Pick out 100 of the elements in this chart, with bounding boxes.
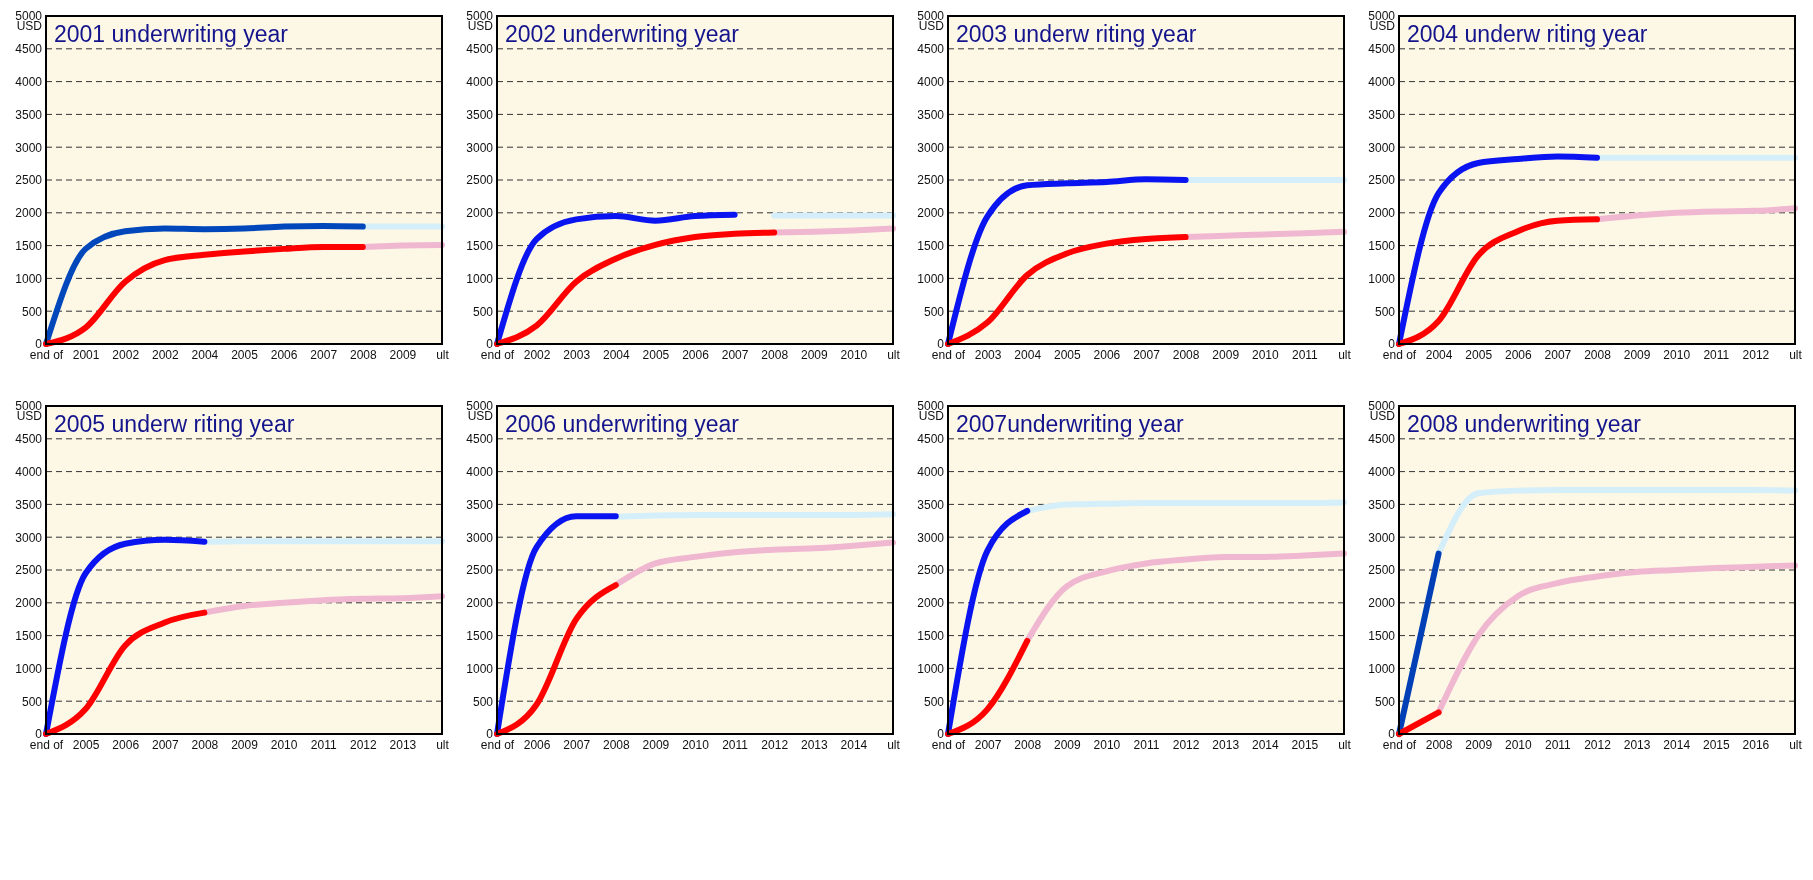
- y-tick-label: 2500: [1368, 563, 1396, 578]
- y-tick-label: 2000: [1368, 206, 1396, 221]
- x-tick-label: 2002: [151, 347, 179, 362]
- x-tick-label: 2014: [840, 737, 868, 752]
- x-tick-label: ult: [887, 347, 901, 362]
- y-axis-title: USD: [467, 19, 494, 33]
- y-tick-label: 1000: [917, 271, 945, 286]
- x-tick-label: 2008: [1584, 347, 1612, 362]
- x-tick-label: 2012: [1584, 737, 1612, 752]
- x-tick-label: 2008: [761, 347, 789, 362]
- y-tick-label: 500: [21, 694, 43, 709]
- y-tick-label: 2000: [917, 206, 945, 221]
- y-tick-label: 1000: [917, 661, 945, 676]
- y-tick-label: 4500: [917, 42, 945, 57]
- y-axis-title: USD: [918, 19, 945, 33]
- y-tick-label: 4000: [466, 74, 494, 89]
- y-tick-label: 4500: [466, 432, 494, 447]
- x-tick-label: 2009: [800, 347, 828, 362]
- x-tick-label: 2007: [1544, 347, 1572, 362]
- y-tick-label: 4500: [15, 42, 43, 57]
- x-tick-label: 2004: [191, 347, 219, 362]
- x-tick-label: 2007: [1133, 347, 1161, 362]
- chart-title: 2005 underw riting year: [54, 411, 295, 437]
- x-tick-label: 2011: [722, 737, 749, 752]
- x-tick-label: 2007: [721, 347, 749, 362]
- y-tick-label: 500: [923, 694, 945, 709]
- chart-title: 2008 underwriting year: [1407, 411, 1642, 437]
- x-tick-label: 2006: [523, 737, 551, 752]
- y-tick-label: 500: [21, 304, 43, 319]
- x-tick-label: 2013: [1623, 737, 1651, 752]
- y-tick-label: 3500: [917, 497, 945, 512]
- y-tick-label: 3500: [466, 497, 494, 512]
- x-tick-label: 2009: [1465, 737, 1493, 752]
- x-tick-label: 2015: [1291, 737, 1319, 752]
- y-tick-label: 4000: [1368, 464, 1396, 479]
- x-tick-label: 2012: [349, 737, 377, 752]
- x-tick-label: 2008: [1172, 347, 1200, 362]
- y-tick-label: 4000: [917, 464, 945, 479]
- x-tick-label: 2004: [1014, 347, 1042, 362]
- y-tick-label: 3000: [466, 530, 494, 545]
- x-tick-label: 2007: [563, 737, 591, 752]
- y-axis-title: USD: [16, 19, 43, 33]
- y-tick-label: 4500: [1368, 42, 1396, 57]
- y-tick-label: 3000: [917, 530, 945, 545]
- y-tick-label: 2500: [15, 563, 43, 578]
- y-tick-label: 3500: [15, 497, 43, 512]
- x-tick-label: ult: [1338, 737, 1352, 752]
- y-tick-label: 1500: [15, 238, 43, 253]
- x-tick-label: 2003: [974, 347, 1002, 362]
- x-tick-label: 2008: [1014, 737, 1042, 752]
- y-tick-label: 500: [1374, 304, 1396, 319]
- x-tick-label: 2006: [1504, 347, 1532, 362]
- x-tick-label: ult: [1338, 347, 1352, 362]
- y-tick-label: 3000: [466, 140, 494, 155]
- x-tick-label: 2013: [1212, 737, 1240, 752]
- y-tick-label: 4500: [1368, 432, 1396, 447]
- y-axis-title: USD: [467, 409, 494, 423]
- y-tick-label: 3500: [466, 107, 494, 122]
- chart-title: 2006 underwriting year: [505, 411, 740, 437]
- y-tick-label: 500: [923, 304, 945, 319]
- x-tick-label: ult: [1789, 347, 1803, 362]
- x-tick-label: 2007: [974, 737, 1002, 752]
- y-tick-label: 2500: [917, 563, 945, 578]
- y-axis-title: USD: [1369, 19, 1396, 33]
- x-tick-label: 2010: [1504, 737, 1532, 752]
- x-tick-label: 2014: [1251, 737, 1279, 752]
- y-tick-label: 3000: [1368, 530, 1396, 545]
- chart-title: 2004 underw riting year: [1407, 21, 1648, 47]
- x-tick-label: 2009: [389, 347, 417, 362]
- y-tick-label: 1500: [1368, 238, 1396, 253]
- y-tick-label: 1500: [15, 628, 43, 643]
- y-tick-label: 3500: [917, 107, 945, 122]
- y-tick-label: 1500: [917, 628, 945, 643]
- x-tick-label: 2004: [1425, 347, 1453, 362]
- x-tick-label: 2003: [563, 347, 591, 362]
- chart-title: 2002 underwriting year: [505, 21, 740, 47]
- x-tick-label: 2009: [642, 737, 670, 752]
- y-axis-title: USD: [16, 409, 43, 423]
- y-tick-label: 500: [472, 304, 494, 319]
- x-tick-label: 2011: [1291, 347, 1319, 362]
- x-tick-label: 2002: [523, 347, 551, 362]
- x-tick-label: 2005: [72, 737, 100, 752]
- y-tick-label: 4000: [15, 464, 43, 479]
- y-tick-label: 1000: [466, 271, 494, 286]
- y-tick-label: 4000: [1368, 74, 1396, 89]
- y-tick-label: 3000: [917, 140, 945, 155]
- x-tick-label: 2005: [642, 347, 670, 362]
- y-tick-label: 3500: [15, 107, 43, 122]
- y-tick-label: 4000: [466, 464, 494, 479]
- y-tick-label: 2000: [15, 206, 43, 221]
- y-tick-label: 2500: [466, 563, 494, 578]
- x-tick-label: 2008: [1425, 737, 1453, 752]
- y-tick-label: 3000: [1368, 140, 1396, 155]
- x-tick-label: 2011: [310, 737, 337, 752]
- y-tick-label: 3000: [15, 530, 43, 545]
- y-tick-label: 2500: [466, 173, 494, 188]
- x-tick-label: ult: [436, 737, 450, 752]
- x-tick-label: 2007: [151, 737, 179, 752]
- x-tick-label: 2013: [800, 737, 828, 752]
- x-tick-label: 2015: [1702, 737, 1730, 752]
